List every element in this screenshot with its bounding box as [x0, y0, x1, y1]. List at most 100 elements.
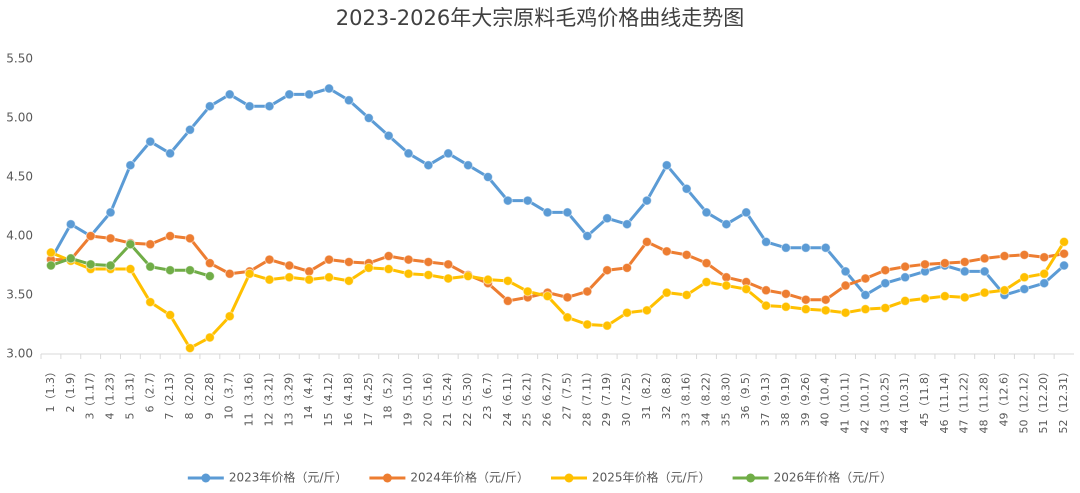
data-point	[403, 254, 414, 265]
data-point	[681, 290, 692, 300]
x-tick-label: 46（11.14）	[938, 366, 951, 434]
data-point	[562, 292, 573, 303]
data-point	[125, 239, 136, 250]
data-point	[641, 195, 652, 206]
data-point	[820, 294, 831, 305]
x-tick-label: 25（6.21）	[521, 366, 534, 427]
legend-marker	[564, 473, 574, 483]
x-tick-label: 1（1.3）	[44, 366, 57, 413]
x-tick-label: 24（6.11）	[501, 366, 514, 427]
data-point	[721, 272, 732, 283]
y-tick-label: 3.50	[6, 288, 33, 302]
data-point	[165, 231, 176, 241]
data-point	[224, 311, 235, 322]
x-tick-label: 3（1.17）	[84, 366, 97, 420]
x-tick-label: 39（9.26）	[799, 366, 812, 427]
data-point	[721, 219, 732, 230]
x-tick-label: 16（4.18）	[342, 366, 355, 427]
x-tick-label: 49（12.6）	[997, 366, 1010, 427]
x-tick-label: 11（3.16）	[243, 366, 256, 427]
data-point	[602, 213, 613, 224]
x-tick-label: 33（8.16）	[680, 366, 693, 427]
data-point	[741, 284, 752, 295]
data-point	[780, 242, 791, 253]
data-point	[999, 251, 1010, 262]
x-tick-label: 4（1.23）	[104, 366, 117, 420]
data-point	[264, 254, 275, 265]
data-point	[383, 251, 394, 262]
data-point	[443, 259, 454, 270]
data-point	[1059, 260, 1070, 271]
data-point	[661, 287, 672, 298]
x-tick-label: 19（5.10）	[402, 366, 415, 427]
x-tick-label: 26（6.27）	[541, 366, 554, 427]
x-tick-label: 30（7.25）	[620, 366, 633, 427]
x-tick-label: 45（11.8）	[918, 366, 931, 427]
x-tick-label: 5（1.31）	[123, 366, 136, 420]
data-point	[463, 160, 474, 171]
data-point	[324, 83, 335, 94]
data-point	[125, 264, 136, 275]
data-point	[641, 236, 652, 247]
x-tick-label: 44（10.31）	[898, 366, 911, 434]
legend-item: 2026年价格（元/斤）	[732, 470, 892, 485]
series-line	[50, 241, 1066, 350]
data-point	[304, 274, 315, 285]
y-tick-label: 3.00	[6, 347, 33, 361]
legend-marker	[201, 473, 211, 483]
x-tick-label: 14（4.4）	[302, 366, 315, 420]
data-point	[959, 256, 970, 267]
data-point	[284, 260, 295, 271]
x-tick-label: 35（8.30）	[719, 366, 732, 427]
legend-item: 2025年价格（元/斤）	[551, 470, 711, 485]
legend: 2023年价格（元/斤） 2024年价格（元/斤） 2025年价格（元/斤） 2026…	[187, 470, 892, 485]
data-point	[840, 307, 851, 318]
data-point	[999, 285, 1010, 296]
data-point	[85, 259, 96, 270]
data-point	[820, 242, 831, 253]
data-point	[661, 160, 672, 171]
data-point	[45, 260, 56, 271]
data-point	[482, 274, 493, 285]
data-point	[542, 291, 553, 302]
data-point	[304, 266, 315, 277]
data-point	[184, 265, 195, 276]
data-point	[641, 305, 652, 316]
y-tick-label: 4.50	[6, 170, 33, 184]
x-tick-label: 29（7.19）	[600, 366, 613, 427]
data-point	[900, 272, 911, 283]
data-point	[920, 259, 931, 270]
x-tick-label: 41（10.11）	[839, 366, 852, 434]
data-point	[264, 274, 275, 285]
y-tick-label: 4.00	[6, 229, 33, 243]
data-point	[343, 256, 354, 267]
x-tick-label: 52（12.31）	[1057, 366, 1070, 434]
data-point	[65, 219, 76, 230]
data-point	[522, 195, 533, 206]
x-tick-label: 22（5.30）	[461, 366, 474, 427]
series-line	[50, 234, 1065, 303]
data-point	[582, 286, 593, 297]
data-point	[979, 287, 990, 298]
data-point	[721, 280, 732, 291]
data-point	[840, 266, 851, 277]
data-point	[145, 297, 156, 308]
data-point	[761, 300, 772, 311]
data-point	[244, 268, 255, 279]
legend-marker	[746, 473, 756, 483]
x-tick-label: 38（9.19）	[779, 366, 792, 427]
data-point	[324, 254, 335, 265]
data-point	[284, 89, 295, 100]
data-point	[701, 277, 712, 288]
x-tick-label: 7（2.13）	[163, 366, 176, 420]
data-point	[860, 273, 871, 284]
x-tick-label: 2（1.9）	[64, 366, 77, 413]
data-point	[105, 233, 116, 244]
data-point	[165, 310, 176, 321]
data-point	[502, 275, 513, 286]
data-point	[204, 271, 215, 282]
data-point	[979, 266, 990, 277]
legend-item: 2024年价格（元/斤）	[369, 470, 529, 485]
data-point	[860, 290, 871, 300]
